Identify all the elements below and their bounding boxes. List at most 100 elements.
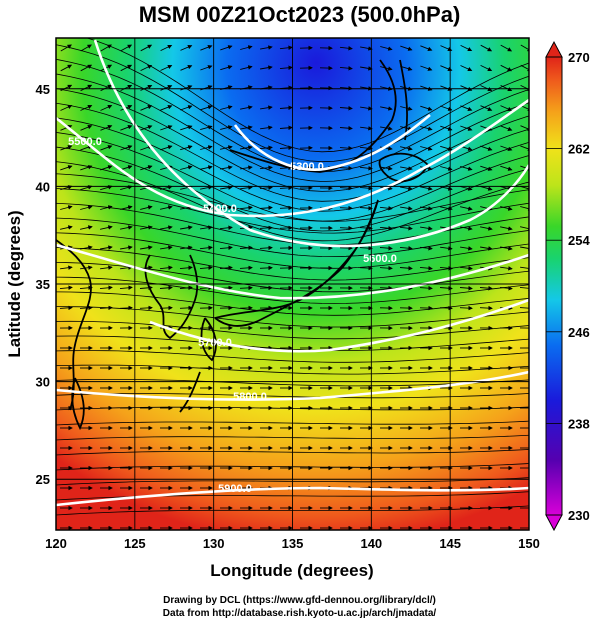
wind-arrow: [520, 266, 529, 271]
coast-sakhalin: [399, 59, 408, 141]
wind-arrow: [60, 265, 73, 270]
wind-arrow: [459, 266, 473, 271]
wind-arrow: [400, 106, 413, 111]
wind-arrow: [200, 105, 213, 111]
coast-kyushu: [200, 317, 217, 362]
wind-arrow: [160, 185, 173, 190]
streamline: [56, 132, 529, 222]
wind-arrow: [259, 145, 273, 150]
wind-arrow: [500, 105, 513, 112]
streamline: [56, 364, 529, 375]
wind-arrow: [459, 285, 473, 291]
wind-arrow: [260, 105, 273, 110]
wind-arrow: [140, 225, 153, 230]
wind-arrow: [180, 145, 193, 151]
streamline: [56, 291, 529, 316]
credits: Drawing by DCL (https://www.gfd-dennou.o…: [0, 594, 599, 620]
wind-arrow: [239, 205, 253, 210]
wind-arrow: [179, 285, 193, 291]
wind-arrow: [420, 146, 433, 151]
wind-arrow: [140, 84, 153, 91]
wind-arrow: [480, 226, 493, 231]
wind-arrow: [259, 225, 273, 231]
contour-label-5300.0: 5300.0: [290, 161, 324, 173]
y-tick-label: 25: [36, 472, 50, 487]
wind-arrow: [159, 285, 173, 291]
wind-arrow: [500, 44, 513, 52]
wind-arrow: [200, 145, 213, 150]
wind-arrow: [379, 265, 393, 271]
wind-arrow: [420, 85, 433, 91]
credit-data: Data from http://database.rish.kyoto-u.a…: [162, 608, 437, 619]
wind-arrow: [220, 205, 233, 210]
wind-arrow: [259, 185, 273, 190]
colorbar-tick-label: 270: [568, 50, 590, 65]
wind-arrow: [119, 305, 133, 311]
wind-arrow: [500, 165, 513, 171]
streamline: [56, 350, 529, 363]
wind-arrow: [339, 125, 353, 131]
wind-arrow: [240, 145, 253, 150]
wind-arrow: [339, 66, 353, 71]
wind-arrow: [160, 85, 173, 91]
x-tick-label: 135: [282, 536, 304, 551]
contour-label-5800.0: 5800.0: [233, 391, 267, 403]
wind-arrow: [359, 166, 373, 171]
wind-arrow: [420, 65, 433, 71]
wind-arrow: [59, 305, 73, 311]
wind-arrow: [279, 105, 293, 111]
wind-arrow: [339, 165, 353, 171]
wind-arrow: [420, 206, 433, 211]
wind-arrow: [480, 105, 493, 111]
wind-arrow: [480, 64, 493, 72]
y-tick-label: 35: [36, 277, 50, 292]
wind-arrow: [339, 185, 353, 191]
wind-arrow: [460, 246, 473, 251]
wind-arrow: [200, 45, 213, 51]
wind-arrow: [499, 286, 513, 291]
coast-hokkaido: [378, 152, 430, 182]
wind-arrow: [100, 205, 113, 210]
wind-arrow: [180, 65, 193, 71]
x-tick-label: 145: [439, 536, 461, 551]
wind-arrow: [240, 105, 253, 110]
wind-arrow: [139, 305, 153, 311]
wind-arrow: [520, 44, 529, 52]
wind-arrow: [219, 225, 233, 230]
wind-arrow: [80, 185, 93, 191]
wind-arrow: [100, 104, 113, 111]
wind-arrow: [200, 65, 213, 71]
wind-arrow: [140, 64, 153, 72]
y-axis-label: Latitude (degrees): [5, 210, 24, 357]
contour-5400: [56, 98, 529, 218]
wind-arrow: [220, 45, 233, 51]
wind-arrow: [200, 165, 213, 170]
wind-arrow: [420, 226, 433, 231]
wind-arrow: [240, 45, 253, 50]
wind-arrow: [219, 245, 233, 250]
wind-arrow: [379, 226, 393, 231]
wind-arrow: [160, 125, 173, 131]
wind-arrow: [460, 44, 473, 52]
wind-arrow: [520, 105, 529, 112]
colorbar-bottom-arrow: [545, 514, 563, 532]
wind-arrow: [339, 46, 353, 51]
coast-china-east: [56, 239, 92, 411]
wind-arrow: [140, 205, 153, 210]
streamline: [56, 173, 529, 222]
wind-arrow: [400, 45, 413, 51]
wind-arrow: [240, 185, 253, 190]
wind-arrow: [120, 165, 133, 171]
wind-arrow: [260, 65, 273, 70]
colorbar-tick-label: 254: [568, 233, 590, 248]
coast-primorye: [229, 59, 397, 173]
wind-arrow: [100, 225, 113, 230]
wind-arrow: [179, 305, 193, 311]
coast-korea: [144, 254, 199, 340]
wind-arrow: [360, 106, 373, 111]
wind-arrow: [400, 166, 413, 171]
streamline: [56, 320, 529, 340]
wind-arrow: [259, 245, 273, 251]
streamline: [56, 217, 529, 258]
wind-arrow: [379, 285, 393, 291]
